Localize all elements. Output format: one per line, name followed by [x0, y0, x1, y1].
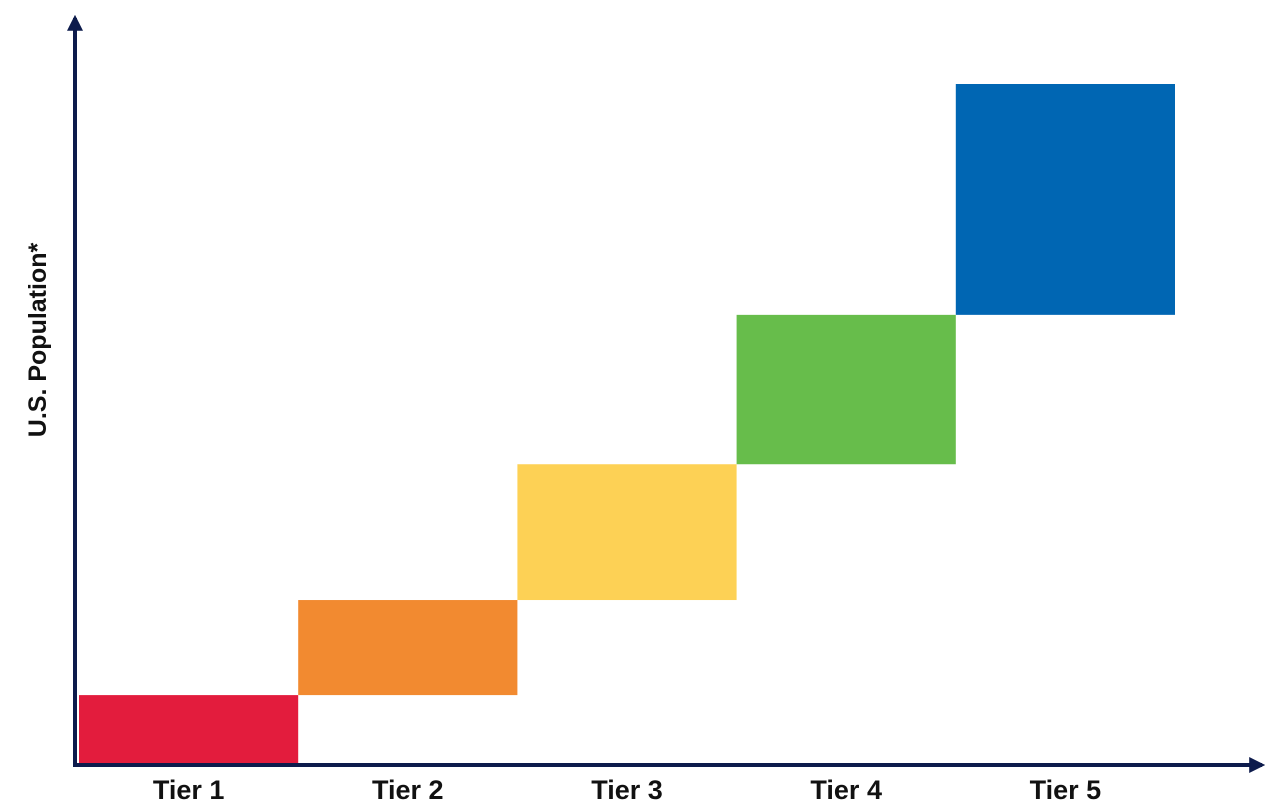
- x-tick-label-tier-1: Tier 1: [153, 775, 225, 805]
- x-tick-label-tier-3: Tier 3: [591, 775, 663, 805]
- bars-group: [79, 84, 1175, 763]
- bar-tier-5: [955, 84, 1175, 315]
- x-tick-label-tier-4: Tier 4: [810, 775, 882, 805]
- bar-tier-4: [736, 314, 956, 465]
- x-tick-label-tier-5: Tier 5: [1030, 775, 1102, 805]
- bar-tier-2: [298, 600, 518, 696]
- x-tick-label-tier-2: Tier 2: [372, 775, 444, 805]
- bar-tier-1: [79, 695, 299, 763]
- x-tick-labels: Tier 1 Tier 2 Tier 3 Tier 4 Tier 5: [153, 775, 1101, 805]
- bar-tier-3: [517, 464, 737, 601]
- y-axis-label: U.S. Population*: [24, 243, 52, 438]
